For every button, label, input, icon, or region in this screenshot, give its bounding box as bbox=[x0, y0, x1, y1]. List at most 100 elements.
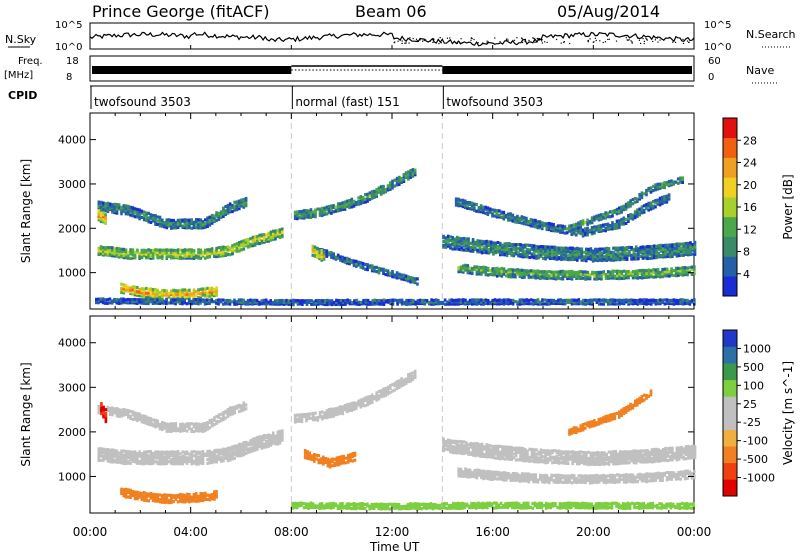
data-cell bbox=[151, 297, 155, 302]
data-cell bbox=[382, 387, 385, 391]
data-cell bbox=[133, 458, 137, 462]
data-cell bbox=[543, 298, 547, 302]
data-cell bbox=[253, 439, 257, 443]
cpid-segment-label: normal (fast) 151 bbox=[295, 95, 399, 109]
data-cell bbox=[188, 500, 191, 504]
data-cell bbox=[496, 244, 500, 249]
data-cell bbox=[442, 445, 445, 449]
data-cell bbox=[172, 226, 175, 230]
data-cell bbox=[359, 403, 363, 407]
data-cell bbox=[611, 272, 615, 276]
data-cell bbox=[124, 412, 128, 417]
nsearch-point bbox=[473, 38, 475, 41]
data-cell bbox=[559, 226, 562, 230]
data-cell bbox=[590, 226, 594, 230]
data-cell bbox=[163, 426, 166, 430]
data-cell bbox=[97, 452, 101, 456]
data-cell bbox=[480, 272, 483, 276]
data-cell bbox=[138, 212, 141, 217]
data-cell bbox=[231, 451, 234, 456]
data-cell bbox=[520, 273, 524, 277]
data-cell bbox=[179, 429, 182, 433]
data-cell bbox=[235, 406, 239, 410]
data-cell bbox=[210, 288, 214, 292]
data-cell bbox=[117, 247, 121, 251]
data-cell bbox=[115, 412, 119, 416]
data-cell bbox=[534, 271, 537, 275]
data-cell bbox=[111, 210, 114, 214]
data-cell bbox=[649, 205, 653, 209]
data-cell bbox=[370, 196, 374, 200]
data-cell bbox=[638, 213, 641, 217]
data-cell bbox=[323, 299, 327, 303]
nsearch-point bbox=[477, 42, 479, 44]
data-cell bbox=[210, 213, 214, 218]
data-cell bbox=[405, 302, 408, 306]
data-cell bbox=[115, 249, 119, 253]
data-cell bbox=[231, 449, 234, 453]
data-cell bbox=[471, 447, 475, 451]
data-cell bbox=[276, 234, 280, 238]
data-cell bbox=[147, 454, 150, 458]
data-cell bbox=[368, 395, 372, 399]
data-cell bbox=[618, 209, 621, 213]
data-cell bbox=[188, 456, 191, 460]
data-cell bbox=[145, 248, 148, 253]
data-cell bbox=[398, 272, 401, 276]
data-cell bbox=[666, 252, 670, 257]
data-cell bbox=[151, 418, 155, 422]
data-cell bbox=[174, 293, 178, 297]
data-cell bbox=[327, 206, 331, 210]
data-cell bbox=[181, 500, 184, 504]
data-cell bbox=[609, 270, 612, 274]
data-cell bbox=[407, 302, 411, 306]
data-cell bbox=[357, 199, 360, 204]
data-cell bbox=[161, 450, 164, 454]
data-cell bbox=[260, 438, 264, 443]
data-cell bbox=[262, 298, 266, 302]
data-cell bbox=[629, 298, 633, 302]
data-cell bbox=[541, 221, 544, 225]
data-cell bbox=[499, 249, 502, 253]
data-cell bbox=[609, 254, 613, 259]
data-cell bbox=[281, 433, 284, 437]
data-cell bbox=[215, 414, 218, 419]
data-cell bbox=[314, 416, 317, 420]
data-cell bbox=[131, 456, 135, 460]
data-cell bbox=[501, 253, 504, 257]
data-cell bbox=[591, 251, 595, 255]
data-cell bbox=[625, 270, 628, 274]
data-cell bbox=[475, 300, 479, 304]
data-cell bbox=[600, 258, 604, 263]
data-cell bbox=[316, 254, 319, 258]
data-cell bbox=[316, 415, 320, 420]
data-cell bbox=[217, 213, 221, 217]
data-cell bbox=[609, 298, 612, 302]
data-cell bbox=[95, 297, 98, 301]
data-cell bbox=[136, 212, 139, 216]
data-cell bbox=[482, 207, 485, 211]
data-cell bbox=[462, 244, 466, 248]
data-cell bbox=[213, 423, 216, 427]
data-cell bbox=[368, 194, 372, 198]
data-cell bbox=[163, 248, 166, 252]
data-cell bbox=[158, 248, 162, 252]
data-cell bbox=[348, 407, 351, 411]
data-cell bbox=[260, 300, 263, 305]
data-cell bbox=[276, 299, 279, 303]
data-cell bbox=[258, 439, 261, 443]
data-cell bbox=[181, 426, 184, 431]
data-cell bbox=[625, 246, 629, 250]
data-cell bbox=[228, 202, 232, 206]
data-cell bbox=[320, 249, 324, 253]
data-cell bbox=[183, 254, 187, 258]
data-cell bbox=[640, 196, 644, 200]
data-cell bbox=[402, 275, 406, 279]
data-cell bbox=[129, 301, 132, 305]
data-cell bbox=[262, 442, 266, 446]
data-cell bbox=[662, 245, 665, 250]
data-cell bbox=[476, 444, 479, 448]
data-cell bbox=[600, 257, 604, 261]
data-cell bbox=[459, 298, 463, 302]
data-cell bbox=[521, 251, 525, 255]
